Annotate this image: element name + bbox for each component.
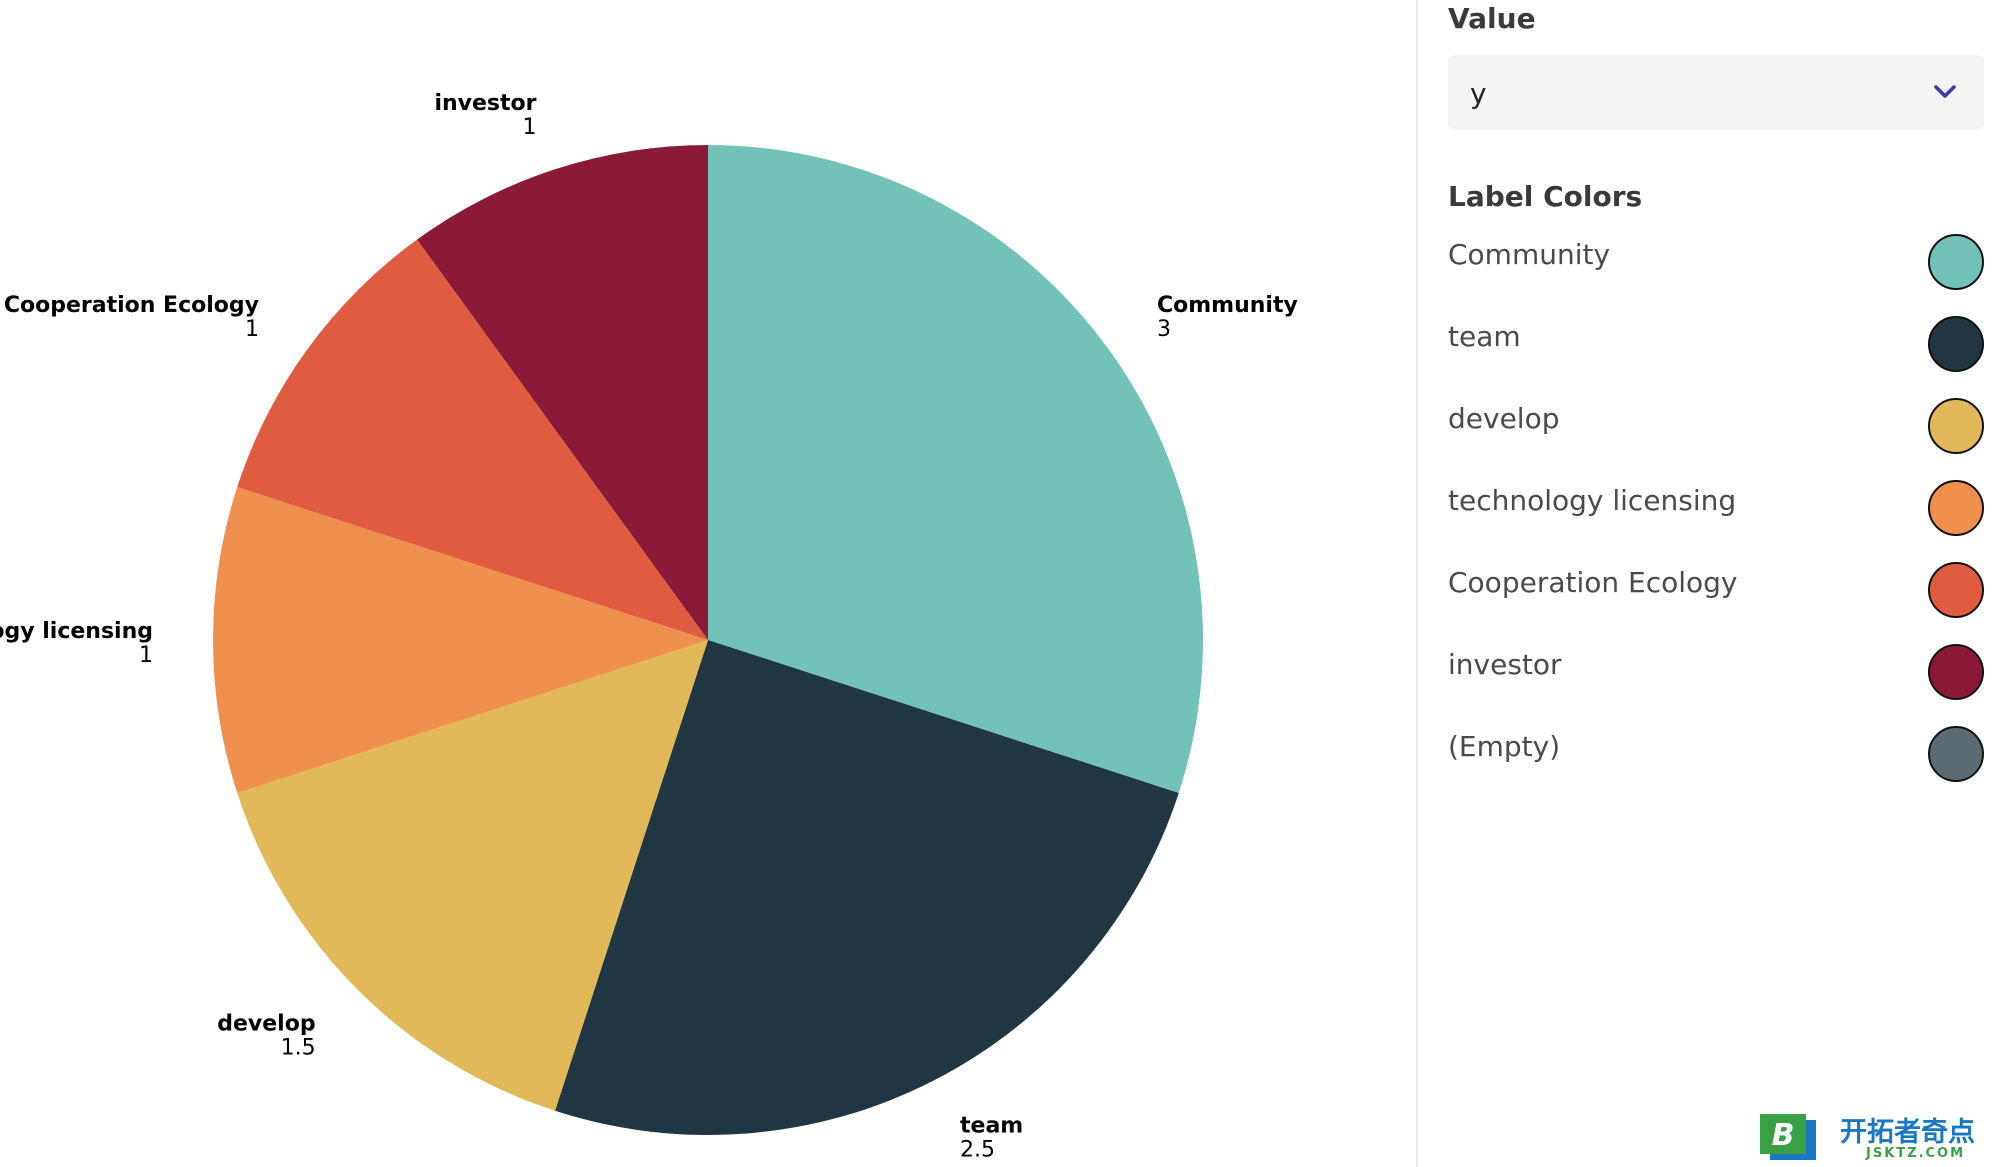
value-heading: Value — [1448, 2, 1536, 35]
label-colors-heading: Label Colors — [1448, 180, 1643, 213]
watermark-domain: JSKTZ.COM — [1866, 1146, 1966, 1161]
slice-label-name: develop — [217, 1011, 315, 1036]
color-swatch[interactable] — [1928, 480, 1984, 536]
slice-label-value: 1 — [523, 115, 537, 140]
pie-slice-cooperation-ecology[interactable] — [237, 239, 709, 641]
color-swatch[interactable] — [1928, 398, 1984, 454]
pie-slice-community[interactable] — [708, 145, 1203, 793]
color-swatch[interactable] — [1928, 726, 1984, 782]
svg-text:B: B — [1772, 1118, 1795, 1153]
logo-badge-icon: B — [1760, 1114, 1816, 1160]
watermark-name: 开拓者奇点 — [1840, 1117, 1975, 1148]
panel-divider — [1416, 0, 1418, 1167]
label-color-row: Community — [1448, 232, 1984, 314]
slice-label-name: Community — [1157, 293, 1298, 318]
label-color-name: investor — [1448, 648, 1562, 681]
slice-label-value: 1 — [245, 317, 259, 342]
label-color-name: develop — [1448, 402, 1560, 435]
slice-label-name: investor — [434, 91, 536, 116]
slice-label-value: 1.5 — [281, 1035, 316, 1060]
slice-label-name: team — [960, 1114, 1023, 1139]
label-color-name: team — [1448, 320, 1521, 353]
chevron-down-icon — [1934, 85, 1956, 98]
slice-label-name: Cooperation Ecology — [4, 293, 259, 318]
label-color-row: team — [1448, 314, 1984, 396]
slice-label-name: technology licensing — [0, 619, 153, 644]
pie-slice-team[interactable] — [555, 640, 1179, 1135]
label-color-row: investor — [1448, 642, 1984, 724]
slice-label-value: 3 — [1157, 317, 1171, 342]
label-color-name: Community — [1448, 238, 1611, 271]
pie-slice-investor[interactable] — [417, 145, 708, 640]
color-swatch[interactable] — [1928, 562, 1984, 618]
label-color-row: technology licensing — [1448, 478, 1984, 560]
pie-slice-develop[interactable] — [237, 640, 709, 1111]
label-color-row: Cooperation Ecology — [1448, 560, 1984, 642]
color-swatch[interactable] — [1928, 234, 1984, 290]
value-select-text: y — [1470, 77, 1487, 110]
slice-label-value: 1 — [139, 643, 153, 668]
color-swatch[interactable] — [1928, 644, 1984, 700]
label-color-row: (Empty) — [1448, 724, 1984, 806]
value-select[interactable]: y — [1448, 55, 1984, 130]
watermark-logo: B 开拓者奇点 JSKTZ.COM — [1758, 1108, 1994, 1164]
label-colors-list: Community team develop technology licens… — [1448, 232, 1984, 806]
label-color-name: technology licensing — [1448, 484, 1737, 517]
slice-label-value: 2.5 — [960, 1138, 995, 1163]
settings-panel: Value y Label Colors Community team deve… — [1448, 0, 1984, 1167]
label-color-name: Cooperation Ecology — [1448, 566, 1738, 599]
label-color-name: (Empty) — [1448, 730, 1561, 763]
label-color-row: develop — [1448, 396, 1984, 478]
color-swatch[interactable] — [1928, 316, 1984, 372]
pie-slice-technology-licensing[interactable] — [213, 487, 708, 793]
